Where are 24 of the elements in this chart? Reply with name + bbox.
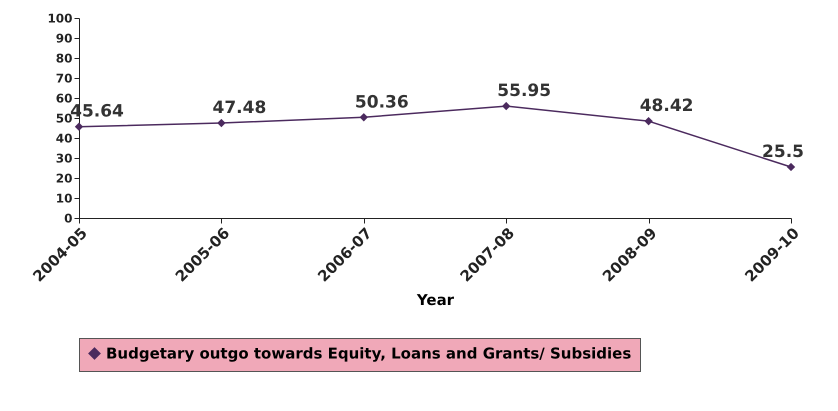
point — [502, 102, 510, 110]
y-tick-label: 10 — [56, 192, 72, 206]
y-tick-label: 30 — [56, 152, 72, 166]
y-tick-label: 80 — [56, 52, 72, 66]
data-label: 48.42 — [640, 96, 694, 116]
data-label: 47.48 — [212, 98, 266, 118]
y-tick-label: 20 — [56, 172, 72, 186]
y-tick-label: 100 — [47, 12, 72, 26]
point — [360, 113, 368, 122]
point — [217, 118, 226, 128]
y-tick-label: 60 — [56, 92, 72, 106]
point — [74, 122, 84, 131]
y-tick-label: 50 — [56, 112, 72, 126]
y-tick-label: 40 — [56, 132, 72, 146]
point — [786, 162, 796, 172]
data-label: 55.95 — [497, 81, 552, 102]
legend-label: Budgetary outgo towards Equity, Loans and Grants/ Subsidies — [106, 344, 632, 362]
y-tick-label: 0 — [64, 212, 72, 226]
data-label: 50.36 — [354, 92, 409, 112]
data-label: 25.5 — [762, 142, 804, 162]
y-tick-label: 90 — [56, 32, 72, 46]
point — [644, 116, 653, 126]
y-tick-label: 70 — [56, 72, 72, 86]
x-axis-title: Year — [416, 290, 455, 309]
